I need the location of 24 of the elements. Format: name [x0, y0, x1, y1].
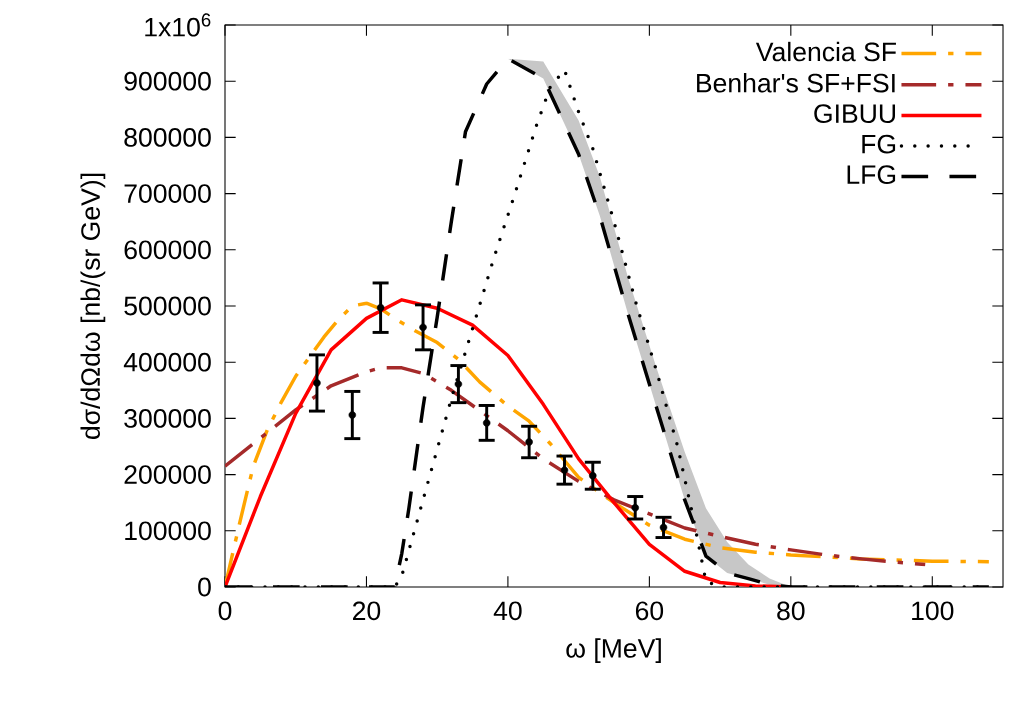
- y-tick-label: 200000: [124, 465, 211, 484]
- y-tick-label: 600000: [124, 240, 211, 260]
- y-tick-label: 900000: [124, 71, 211, 91]
- x-tick-label: 20: [353, 601, 381, 621]
- legend-label: Valencia SF: [755, 41, 896, 62]
- legend-label: GIBUU: [814, 104, 896, 124]
- y-tick-label: 800000: [124, 128, 211, 147]
- x-axis-title: ω [MeV]: [566, 638, 661, 664]
- y-tick-label: 100000: [125, 521, 211, 541]
- y-tick-label: 400000: [123, 352, 211, 372]
- y-tick-label: 0: [198, 577, 211, 597]
- y-tick-label: 700000: [124, 184, 211, 203]
- y-axis-title: dσ/dΩdω [nb/(sr GeV)]: [80, 173, 106, 439]
- legend-label: LFG: [847, 165, 896, 185]
- y-tick-label: 1x10$^{6}$: [145, 13, 211, 37]
- x-tick-label: 100: [912, 601, 954, 621]
- y-tick-label: 500000: [124, 296, 211, 316]
- x-tick-label: 80: [777, 601, 805, 621]
- x-tick-label: 60: [635, 601, 664, 621]
- x-tick-label: 40: [493, 601, 522, 621]
- legend-label: FG: [862, 134, 896, 154]
- y-tick-label: 300000: [124, 409, 211, 428]
- legend-label: Benhar's SF+FSI: [697, 73, 895, 93]
- x-tick-label: 0: [218, 601, 232, 621]
